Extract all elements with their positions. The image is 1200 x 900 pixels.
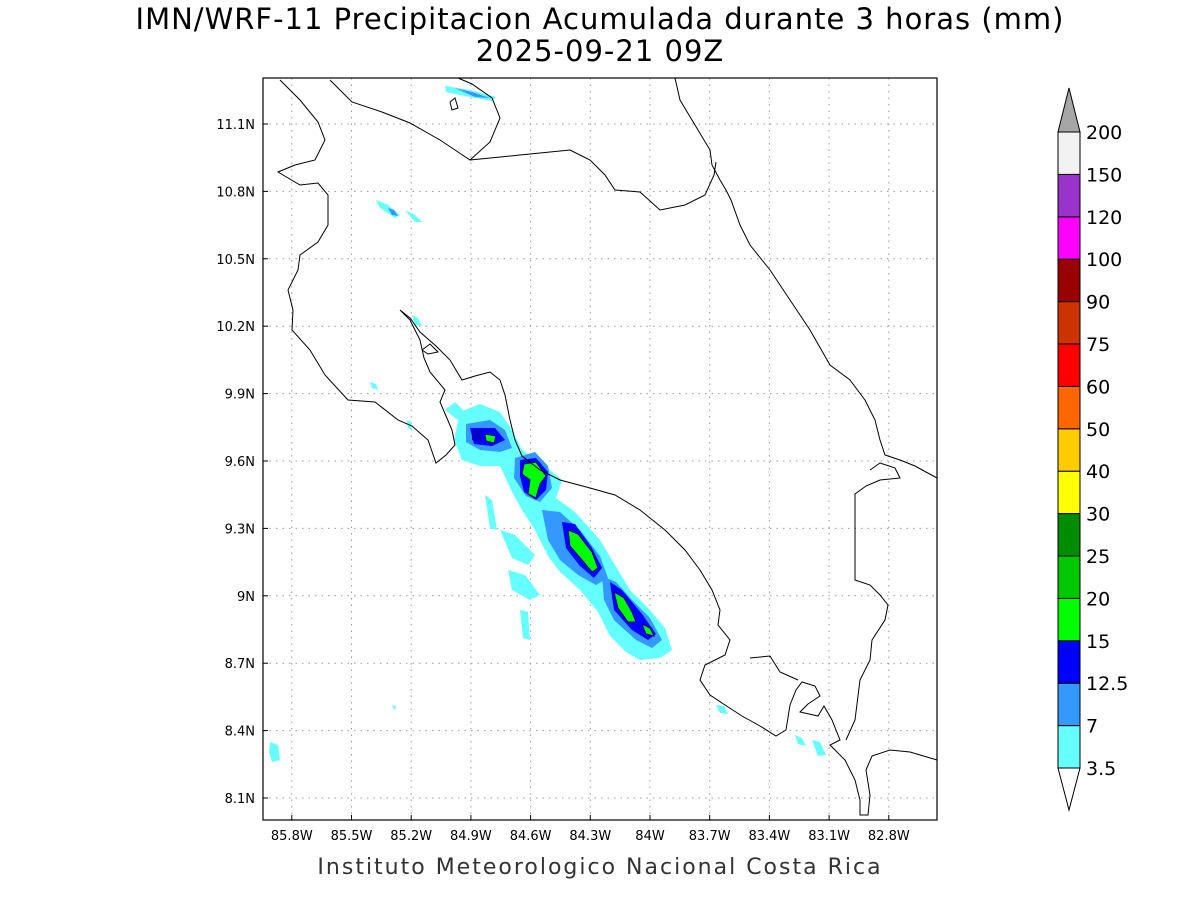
- map-frame: [262, 77, 938, 821]
- colorbar-label: 25: [1086, 546, 1110, 568]
- precip-7mm: [388, 88, 662, 648]
- colorbar-swatch: [1057, 640, 1081, 684]
- colorbar-swatch: [1057, 258, 1081, 303]
- lon-tick-label: 83.7W: [689, 829, 731, 844]
- pacific-coastline: [276, 79, 938, 816]
- precipitation-field: [269, 86, 826, 762]
- colorbar-swatch: [1057, 682, 1081, 727]
- colorbar-label: 100: [1086, 249, 1122, 271]
- lon-tick-label: 84.3W: [569, 829, 611, 844]
- lon-tick-label: 85.5W: [331, 829, 373, 844]
- colorbar-label: 120: [1086, 207, 1122, 229]
- lat-tick-label: 11.1N: [216, 118, 255, 133]
- colorbar-label: 150: [1086, 164, 1122, 186]
- colorbar-swatch: [1057, 725, 1081, 769]
- colorbar-label: 90: [1086, 292, 1110, 314]
- chart-subtitle-date: 2025-09-21 09Z: [475, 34, 725, 68]
- lat-tick-label: 10.8N: [216, 185, 255, 200]
- lat-tick-label: 9.9N: [225, 388, 255, 403]
- colorbar-label: 12.5: [1086, 673, 1128, 695]
- coastlines-borders: [276, 77, 938, 816]
- precip-3-5mm: [269, 86, 826, 762]
- lat-tick-label: 8.1N: [225, 792, 255, 807]
- colorbar-swatch: [1057, 513, 1081, 557]
- colorbar-swatch: [1057, 216, 1081, 260]
- lon-tick-label: 84.9W: [450, 829, 492, 844]
- lon-tick-label: 84W: [635, 829, 665, 844]
- lon-tick-label: 83.4W: [748, 829, 790, 844]
- colorbar-label: 50: [1086, 419, 1110, 441]
- lat-tick-label: 10.5N: [216, 253, 255, 268]
- axis-ticks: 85.8W 85.5W 85.2W 84.9W 84.6W 84.3W 84W 83.7W 83…: [216, 118, 910, 844]
- lon-tick-label: 84.6W: [510, 829, 552, 844]
- footer-credit: Instituto Meteorologico Nacional Costa R…: [317, 855, 883, 880]
- colorbar-label: 40: [1086, 461, 1110, 483]
- colorbar-swatch: [1057, 385, 1081, 430]
- colorbar-swatch: [1057, 470, 1081, 515]
- lat-tick-label: 9.6N: [225, 455, 255, 470]
- colorbar-label: 7: [1086, 716, 1098, 738]
- panama-border: [845, 462, 901, 741]
- lake-island: [449, 97, 459, 111]
- colorbar-swatch: [1057, 173, 1081, 218]
- colorbar-label: 200: [1086, 122, 1122, 144]
- lon-tick-label: 83.1W: [808, 829, 850, 844]
- caribbean-coastline: [674, 77, 938, 479]
- golfo-dulce-shore: [749, 655, 799, 681]
- colorbar-swatch: [1057, 428, 1081, 472]
- colorbar-over-triangle: [1057, 87, 1081, 133]
- lon-tick-label: 85.2W: [390, 829, 432, 844]
- lon-tick-label: 82.8W: [868, 829, 910, 844]
- colorbar-legend: 3.5 7 12.5 15 20 25 30 40 50 60 75 90 100 120 150 200: [1057, 87, 1128, 812]
- lat-tick-label: 9.3N: [225, 522, 255, 537]
- colorbar-label: 3.5: [1086, 758, 1116, 780]
- chart-title: IMN/WRF-11 Precipitacion Acumulada duran…: [135, 2, 1065, 36]
- colorbar-swatch: [1057, 343, 1081, 387]
- colorbar-under-triangle: [1057, 767, 1081, 812]
- colorbar-swatch: [1057, 131, 1081, 175]
- lon-tick-label: 85.8W: [271, 829, 313, 844]
- colorbar-swatch: [1057, 597, 1081, 642]
- north-border: [469, 149, 717, 211]
- colorbar-swatch: [1057, 301, 1081, 345]
- precip-12-5mm-core: [472, 430, 482, 442]
- colorbar-label: 75: [1086, 334, 1110, 356]
- colorbar-label: 15: [1086, 631, 1110, 653]
- colorbar-label: 20: [1086, 588, 1110, 610]
- precip-15mm: [484, 433, 655, 637]
- colorbar-label: 60: [1086, 376, 1110, 398]
- lat-tick-label: 10.2N: [216, 320, 255, 335]
- lake-nicaragua-shore: [329, 77, 501, 161]
- lat-tick-label: 8.7N: [225, 657, 255, 672]
- colorbar-swatch: [1057, 555, 1081, 599]
- island: [421, 343, 440, 355]
- graticule: [263, 78, 937, 820]
- lat-tick-label: 9N: [237, 590, 255, 605]
- colorbar-label: 30: [1086, 504, 1110, 526]
- lat-tick-label: 8.4N: [225, 725, 255, 740]
